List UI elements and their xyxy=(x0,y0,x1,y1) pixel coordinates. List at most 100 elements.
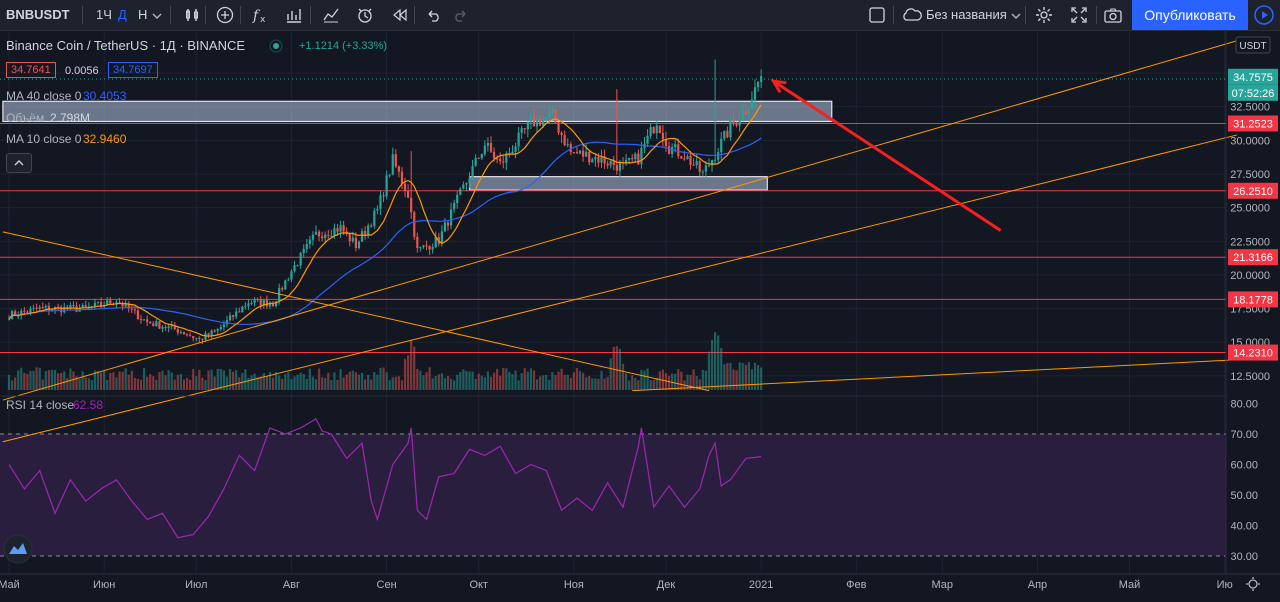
candle-body[interactable] xyxy=(753,87,757,100)
chart-canvas[interactable]: 12.500015.000017.500020.000022.500025.00… xyxy=(0,30,1280,602)
candle-body[interactable] xyxy=(207,333,210,336)
candle-body[interactable] xyxy=(41,307,44,309)
candle-body[interactable] xyxy=(232,315,235,317)
candle-body[interactable] xyxy=(539,118,542,126)
candle-body[interactable] xyxy=(96,301,100,303)
chart-icon[interactable] xyxy=(285,6,303,24)
candle-body[interactable] xyxy=(118,302,121,304)
candle-body[interactable] xyxy=(173,325,176,330)
candle-body[interactable] xyxy=(486,143,490,146)
candle-body[interactable] xyxy=(57,306,60,308)
candle-body[interactable] xyxy=(192,336,195,339)
candle-body[interactable] xyxy=(732,120,735,124)
candle-body[interactable] xyxy=(658,125,661,133)
candle-body[interactable] xyxy=(26,311,29,313)
candle-body[interactable] xyxy=(683,158,686,160)
candle-body[interactable] xyxy=(747,109,750,115)
candle-body[interactable] xyxy=(456,194,459,203)
candle-body[interactable] xyxy=(698,161,701,172)
candle-body[interactable] xyxy=(496,158,499,160)
candle-body[interactable] xyxy=(523,128,526,130)
candle-body[interactable] xyxy=(149,321,152,324)
annotation-arrow[interactable] xyxy=(772,79,1002,232)
candle-body[interactable] xyxy=(238,311,241,313)
candle-body[interactable] xyxy=(581,150,585,157)
candle-body[interactable] xyxy=(314,231,318,235)
candle-body[interactable] xyxy=(14,311,17,316)
candle-body[interactable] xyxy=(35,307,38,309)
candle-body[interactable] xyxy=(367,225,370,235)
candle-body[interactable] xyxy=(222,324,225,328)
candle-body[interactable] xyxy=(305,244,308,249)
alert-icon[interactable] xyxy=(356,6,374,24)
candle-body[interactable] xyxy=(502,161,505,163)
candle-body[interactable] xyxy=(707,165,711,167)
candle-body[interactable] xyxy=(701,171,704,173)
candle-body[interactable] xyxy=(155,321,158,326)
candle-body[interactable] xyxy=(489,143,493,152)
candle-body[interactable] xyxy=(446,222,450,226)
candle-body[interactable] xyxy=(462,184,465,189)
candle-body[interactable] xyxy=(750,99,754,110)
candle-body[interactable] xyxy=(382,195,385,197)
candle-body[interactable] xyxy=(612,160,615,165)
candle-body[interactable] xyxy=(505,153,508,163)
undo-icon[interactable] xyxy=(425,6,443,24)
candle-body[interactable] xyxy=(465,182,468,185)
publish-button[interactable]: Опубликовать xyxy=(1132,0,1248,30)
candle-body[interactable] xyxy=(416,236,419,248)
candle-body[interactable] xyxy=(351,237,354,242)
candle-body[interactable] xyxy=(201,338,204,340)
candle-body[interactable] xyxy=(139,319,143,321)
candle-body[interactable] xyxy=(397,166,400,172)
candle-body[interactable] xyxy=(440,231,443,244)
currency-label[interactable]: USDT xyxy=(1235,36,1271,54)
candle-body[interactable] xyxy=(38,307,41,309)
candle-body[interactable] xyxy=(649,126,652,136)
candle-body[interactable] xyxy=(124,303,127,307)
candle-body[interactable] xyxy=(557,122,560,133)
candle-body[interactable] xyxy=(109,300,112,304)
candle-body[interactable] xyxy=(302,248,305,254)
candle-body[interactable] xyxy=(560,132,563,136)
candle-body[interactable] xyxy=(262,299,265,306)
candle-body[interactable] xyxy=(360,231,364,242)
candle-body[interactable] xyxy=(431,247,434,250)
candle-body[interactable] xyxy=(624,159,628,163)
candle-body[interactable] xyxy=(216,329,219,331)
bid-price-badge[interactable]: 34.7641 xyxy=(6,62,56,78)
candle-body[interactable] xyxy=(483,145,486,155)
level-price-badge[interactable] xyxy=(1228,291,1278,308)
candle-body[interactable] xyxy=(508,153,511,155)
candle-body[interactable] xyxy=(235,311,238,317)
redo-icon[interactable] xyxy=(451,6,469,24)
support-resistance-zone[interactable] xyxy=(2,100,833,123)
candle-body[interactable] xyxy=(575,152,579,154)
candle-body[interactable] xyxy=(379,195,382,209)
candle-body[interactable] xyxy=(572,152,575,154)
candle-body[interactable] xyxy=(63,307,66,313)
candle-body[interactable] xyxy=(50,309,54,311)
candle-body[interactable] xyxy=(686,155,689,160)
candle-body[interactable] xyxy=(268,303,272,307)
candle-body[interactable] xyxy=(308,239,311,245)
candle-body[interactable] xyxy=(241,306,244,313)
candle-body[interactable] xyxy=(526,121,529,130)
chevron-down-icon[interactable] xyxy=(1011,9,1021,21)
candle-body[interactable] xyxy=(299,253,302,266)
ma10-label[interactable]: MA 10 close 0 xyxy=(6,132,82,146)
candle-body[interactable] xyxy=(674,144,677,148)
candle-body[interactable] xyxy=(287,279,290,281)
bars-icon[interactable] xyxy=(183,6,201,24)
candle-body[interactable] xyxy=(253,299,256,303)
candle-body[interactable] xyxy=(164,327,167,329)
plus-circle-icon[interactable] xyxy=(216,6,234,24)
candle-body[interactable] xyxy=(511,152,514,154)
candle-body[interactable] xyxy=(93,302,97,307)
candle-body[interactable] xyxy=(345,231,348,233)
candle-body[interactable] xyxy=(84,305,87,308)
candle-body[interactable] xyxy=(370,225,373,227)
interval-1w[interactable]: Н xyxy=(138,7,148,22)
candle-body[interactable] xyxy=(293,265,296,272)
candle-body[interactable] xyxy=(339,225,342,232)
